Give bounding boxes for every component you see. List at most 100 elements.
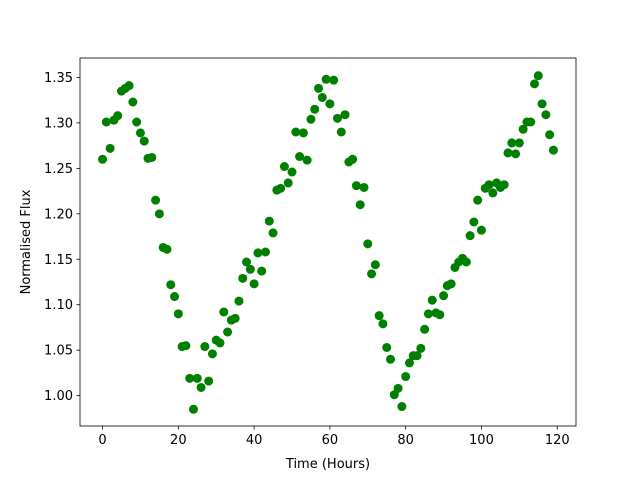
point	[249, 279, 259, 289]
point	[332, 113, 342, 123]
x-tick-label: 0	[98, 433, 106, 448]
point	[173, 309, 183, 319]
point	[298, 128, 308, 138]
point	[279, 162, 289, 172]
point	[325, 99, 335, 109]
point	[113, 111, 123, 121]
point	[340, 110, 350, 120]
y-tick-label: 1.20	[44, 207, 73, 222]
point	[101, 117, 111, 127]
point	[234, 296, 244, 306]
point	[541, 110, 551, 120]
point	[465, 231, 475, 241]
point	[276, 183, 286, 193]
point	[439, 291, 449, 301]
point	[401, 372, 411, 382]
plot-frame	[79, 57, 577, 427]
point	[306, 114, 316, 124]
point	[154, 209, 164, 219]
point	[105, 143, 115, 153]
point	[98, 154, 108, 164]
x-tick-label: 40	[246, 433, 263, 448]
point	[397, 402, 407, 412]
point	[162, 244, 172, 254]
point	[351, 181, 361, 191]
point	[336, 127, 346, 137]
point	[473, 195, 483, 205]
point	[382, 342, 392, 352]
point	[367, 269, 377, 279]
point	[291, 127, 301, 137]
point	[185, 373, 195, 383]
point	[257, 266, 267, 276]
y-axis-label: Normalised Flux	[19, 189, 34, 294]
point	[545, 130, 555, 140]
point	[264, 216, 274, 226]
point	[488, 188, 498, 198]
point	[329, 75, 339, 85]
y-tick-label: 1.25	[44, 162, 73, 177]
point	[420, 324, 430, 334]
point	[207, 349, 217, 359]
point	[378, 319, 388, 329]
point	[147, 152, 157, 162]
point	[423, 309, 433, 319]
point	[533, 71, 543, 81]
point	[166, 280, 176, 290]
point	[503, 148, 513, 158]
point	[283, 178, 293, 188]
point	[245, 264, 255, 274]
y-tick-label: 1.05	[44, 344, 73, 359]
x-tick-label: 100	[469, 433, 494, 448]
point	[370, 260, 380, 270]
point	[230, 313, 240, 323]
point	[404, 358, 414, 368]
y-tick-label: 1.15	[44, 253, 73, 268]
point	[128, 97, 138, 107]
point	[132, 117, 142, 127]
point	[321, 74, 331, 84]
point	[393, 383, 403, 393]
x-tick-label: 120	[545, 433, 570, 448]
point	[302, 155, 312, 165]
x-tick-label: 60	[322, 433, 339, 448]
point	[219, 307, 229, 317]
point	[518, 124, 528, 134]
point	[238, 273, 248, 283]
point	[181, 341, 191, 351]
point	[359, 182, 369, 192]
point	[363, 239, 373, 249]
point	[215, 338, 225, 348]
point	[287, 167, 297, 177]
point	[461, 257, 471, 267]
point	[295, 152, 305, 162]
point	[188, 404, 198, 414]
point	[268, 228, 278, 238]
point	[204, 376, 214, 386]
point	[416, 343, 426, 353]
point	[260, 247, 270, 257]
x-tick-label: 20	[170, 433, 187, 448]
point	[151, 195, 161, 205]
point	[511, 149, 521, 159]
point	[139, 136, 149, 146]
point	[374, 311, 384, 321]
point	[135, 128, 145, 138]
point	[223, 327, 233, 337]
point	[310, 104, 320, 114]
point	[200, 342, 210, 352]
point	[386, 354, 396, 364]
point	[317, 92, 327, 102]
point	[435, 310, 445, 320]
y-tick-label: 1.00	[44, 389, 73, 404]
point	[537, 99, 547, 109]
point	[314, 83, 324, 93]
point	[476, 225, 486, 235]
point	[192, 373, 202, 383]
point	[526, 117, 536, 127]
point	[548, 145, 558, 155]
point	[170, 292, 180, 302]
point	[530, 79, 540, 89]
x-axis-label: Time (Hours)	[285, 457, 370, 472]
